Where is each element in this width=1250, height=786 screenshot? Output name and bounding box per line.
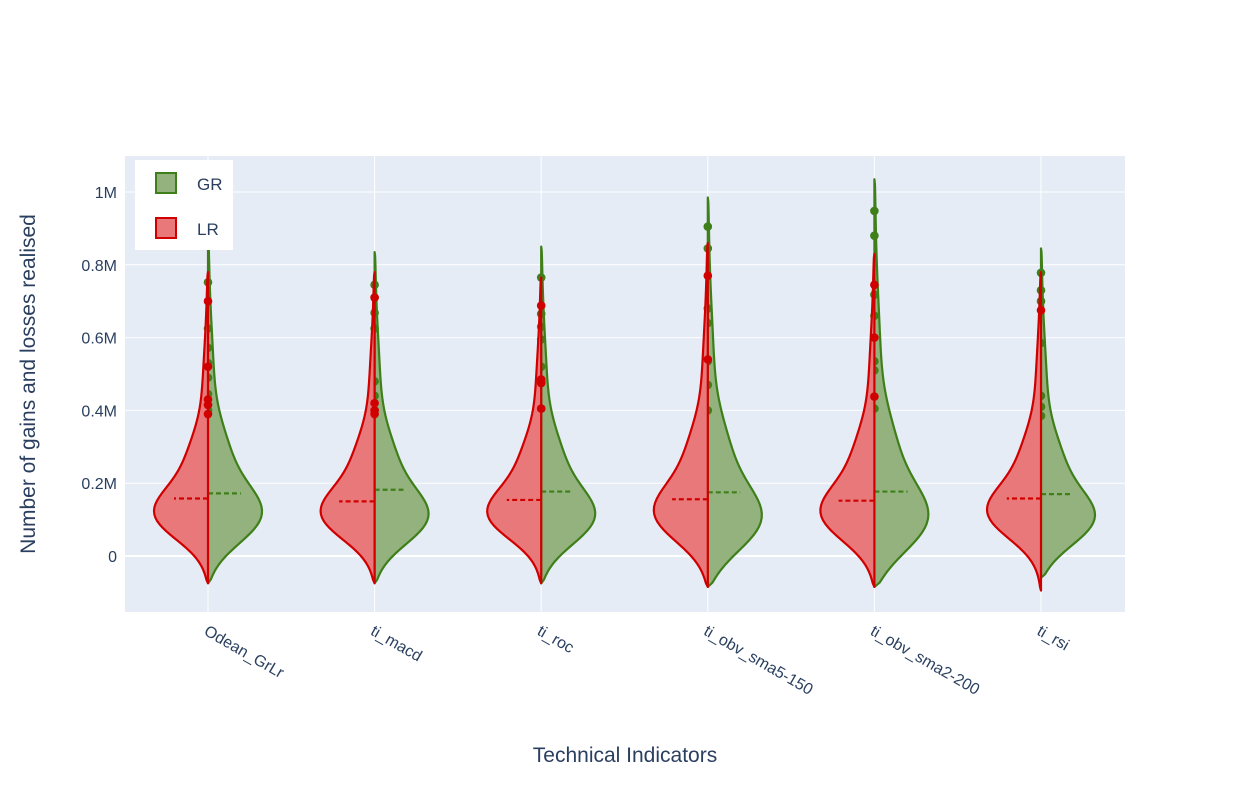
x-tick-label: ti_rsi	[1034, 623, 1072, 655]
violin-lr	[152, 270, 210, 585]
violin-lr	[985, 270, 1043, 592]
y-tick-label: 0.6M	[81, 331, 117, 348]
legend[interactable]: GR LR	[135, 160, 233, 250]
outlier-point	[703, 271, 713, 281]
violin-gr	[540, 245, 597, 585]
legend-swatch-gr	[155, 172, 177, 194]
outlier-point	[370, 409, 379, 419]
outlier-point	[536, 301, 546, 310]
violin-gr	[706, 196, 763, 589]
violin-lr	[319, 270, 376, 585]
outlier-point	[536, 404, 546, 413]
x-axis: Odean_GrLr ti_macd ti_roc ti_obv_sma5-150 ti…	[201, 623, 1072, 699]
x-tick-label: ti_obv_sma2-200	[867, 623, 982, 699]
outlier-point	[370, 293, 379, 302]
outlier-point	[703, 355, 713, 364]
legend-item-gr[interactable]: GR	[155, 172, 223, 194]
violin-series-gr	[203, 178, 1097, 589]
legend-label-lr: LR	[197, 220, 219, 239]
legend-item-lr[interactable]: LR	[155, 217, 219, 239]
violins	[152, 178, 1097, 592]
violin-lr	[819, 252, 876, 589]
y-tick-label: 0.8M	[81, 258, 117, 275]
outlier-point	[870, 280, 879, 290]
violin-gr	[873, 178, 930, 589]
x-tick-label: ti_macd	[368, 623, 425, 666]
outlier-point	[1036, 306, 1046, 315]
legend-swatch-lr	[155, 217, 177, 239]
violin-gr	[206, 234, 264, 585]
violin-lr	[486, 276, 543, 585]
x-tick-label: ti_roc	[534, 623, 576, 657]
outlier-point	[870, 392, 879, 401]
y-axis-title: Number of gains and losses realised	[17, 214, 40, 554]
outlier-point	[370, 398, 379, 408]
outlier-point	[203, 400, 213, 410]
x-tick-label: ti_obv_sma5-150	[701, 623, 816, 699]
legend-background	[135, 160, 233, 250]
legend-label-gr: GR	[197, 175, 223, 194]
x-tick-label: Odean_GrLr	[201, 623, 287, 683]
outlier-point	[870, 333, 879, 342]
outlier-point	[870, 231, 879, 240]
outlier-point	[203, 409, 213, 419]
y-tick-label: 0.4M	[81, 403, 117, 420]
y-axis: 0 0.2M 0.4M 0.6M 0.8M 1M	[81, 185, 117, 566]
violin-lr	[652, 241, 709, 589]
violin-gr	[373, 250, 430, 585]
outlier-point	[703, 222, 713, 231]
x-axis-title: Technical Indicators	[533, 744, 717, 767]
outlier-point	[203, 362, 213, 372]
violin-series-lr	[152, 241, 1046, 592]
y-tick-label: 1M	[95, 185, 117, 202]
outlier-point	[203, 296, 213, 306]
outlier-point	[870, 206, 879, 216]
y-tick-label: 0.2M	[81, 476, 117, 493]
plot-background	[125, 156, 1125, 612]
y-tick-label: 0	[108, 549, 117, 566]
outlier-point	[536, 378, 546, 388]
